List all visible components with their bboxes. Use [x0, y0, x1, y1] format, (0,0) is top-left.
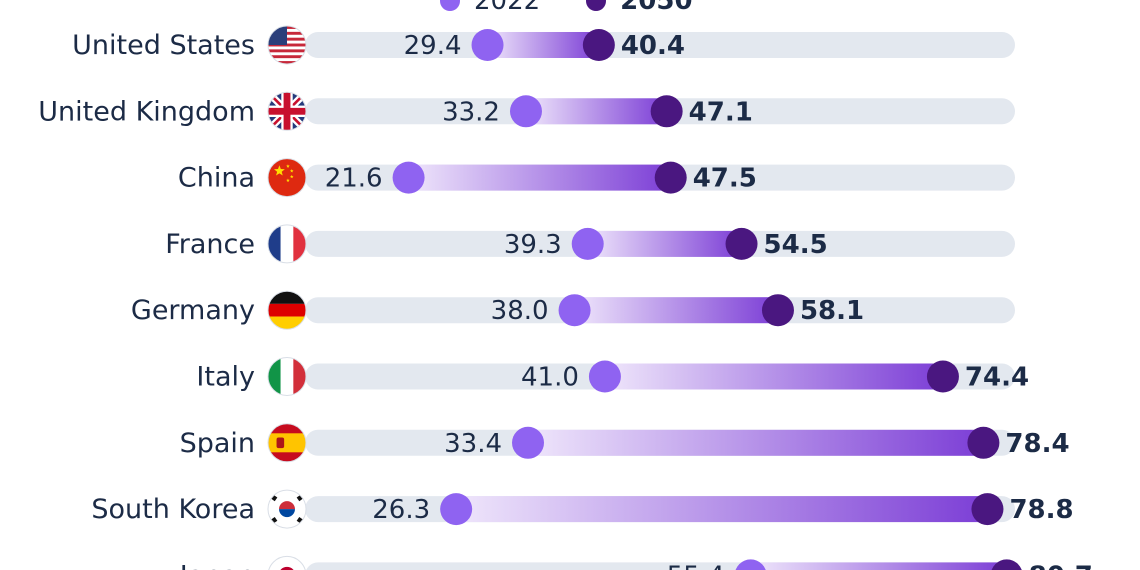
connector-bar	[604, 363, 943, 390]
start-point	[735, 559, 766, 570]
start-point	[512, 426, 545, 459]
flag-ring	[267, 290, 307, 330]
end-point	[582, 29, 615, 61]
south-korea-flag-icon	[268, 490, 306, 529]
connector-bar	[587, 230, 742, 257]
start-point	[471, 29, 504, 61]
end-value-label: 78.4	[1005, 429, 1069, 459]
start-value-label: 29.4	[404, 31, 462, 61]
country-label: France	[165, 229, 255, 260]
uk-flag-icon	[268, 92, 306, 131]
connector-bar	[408, 164, 671, 191]
country-label: United Kingdom	[38, 96, 255, 127]
chart-row: France 39.3 54.5	[165, 224, 1015, 264]
connector-bar	[456, 496, 988, 523]
end-value-label: 54.5	[764, 230, 828, 260]
flag-ring	[267, 91, 307, 131]
end-point	[761, 294, 794, 327]
end-value-label: 47.1	[689, 97, 753, 127]
legend-item-2022: 2022	[440, 0, 540, 16]
start-point	[509, 95, 542, 128]
connector-bar	[750, 562, 1007, 570]
end-point	[967, 426, 1000, 459]
start-point	[392, 161, 425, 194]
end-value-label: 78.8	[1009, 495, 1073, 525]
country-label: China	[178, 163, 255, 194]
italy-flag-icon	[268, 357, 306, 396]
spain-flag-icon	[268, 423, 306, 462]
connector-bar	[487, 32, 599, 58]
end-point	[654, 161, 687, 194]
connector-bar	[525, 98, 667, 125]
start-value-label: 33.4	[444, 429, 502, 459]
end-point	[926, 360, 959, 393]
country-label: Italy	[196, 362, 255, 393]
germany-flag-icon	[268, 291, 306, 330]
legend: 2022 2050	[440, 0, 693, 16]
legend-label-2050: 2050	[620, 0, 693, 16]
legend-dot-2050	[586, 0, 607, 11]
country-label: South Korea	[91, 494, 255, 525]
start-point	[558, 294, 591, 327]
chart-row: China 21.6 47.5	[178, 158, 1015, 198]
flag-ring	[267, 25, 307, 65]
end-value-label: 74.4	[965, 363, 1029, 393]
end-value-label: 40.4	[621, 31, 685, 61]
country-label: United States	[72, 30, 255, 61]
end-point	[650, 95, 683, 128]
flag-ring	[267, 158, 307, 198]
flag-ring	[267, 423, 307, 463]
legend-item-2050: 2050	[586, 0, 693, 16]
chart-row: Spain 33.4 78.4	[180, 423, 1070, 463]
start-value-label: 26.3	[372, 495, 430, 525]
chart-row: Japan 55.4 80.7	[178, 555, 1093, 570]
start-point	[440, 493, 473, 526]
legend-dot-2022	[440, 0, 460, 11]
china-flag-icon	[268, 158, 306, 197]
start-value-label: 21.6	[325, 164, 383, 194]
flag-ring	[267, 224, 307, 264]
end-point	[725, 227, 758, 260]
country-label: Japan	[178, 560, 255, 570]
start-value-label: 38.0	[491, 296, 549, 326]
start-point	[588, 360, 621, 393]
country-label: Spain	[180, 428, 255, 459]
end-point	[971, 493, 1004, 526]
connector-bar	[574, 297, 778, 324]
flag-ring	[267, 357, 307, 396]
country-label: Germany	[131, 295, 255, 326]
japan-flag-icon	[268, 556, 306, 570]
start-value-label: 33.2	[442, 97, 500, 127]
end-value-label: 47.5	[693, 164, 757, 194]
flag-ring	[268, 555, 306, 570]
chart-row: United Kingdom 33.2 47.1	[38, 91, 1015, 131]
chart-row: Germany 38.0 58.1	[131, 290, 1015, 330]
end-point	[991, 559, 1022, 570]
legend-label-2022: 2022	[474, 0, 541, 16]
start-value-label: 39.3	[504, 230, 562, 260]
start-value-label: 41.0	[521, 363, 579, 393]
connector-bar	[528, 429, 984, 456]
end-value-label: 58.1	[800, 296, 864, 326]
end-value-label: 80.7	[1029, 561, 1093, 570]
start-point	[571, 227, 604, 260]
chart-row: Italy 41.0 74.4	[196, 357, 1029, 396]
flag-ring	[267, 489, 307, 529]
chart-row: United States 29.4 40.4	[72, 25, 1015, 65]
france-flag-icon	[268, 224, 306, 263]
chart-row: South Korea 26.3 78.8	[91, 489, 1074, 529]
start-value-label: 55.4	[667, 561, 725, 570]
